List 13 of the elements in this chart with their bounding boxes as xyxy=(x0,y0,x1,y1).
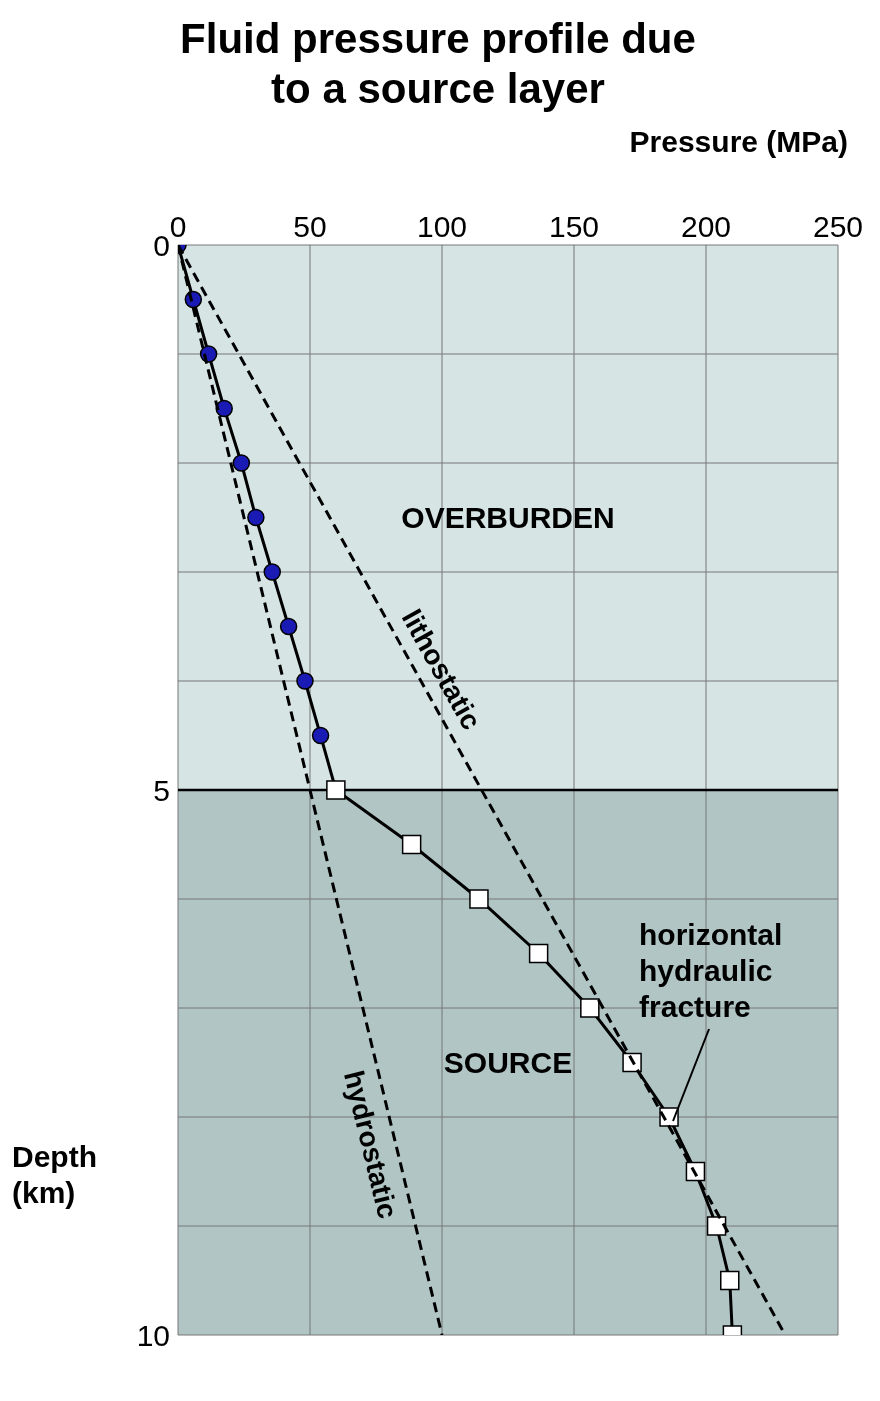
y-tick-label: 10 xyxy=(136,1318,170,1352)
x-tick-label: 250 xyxy=(812,209,864,243)
x-tick-label: 50 xyxy=(293,209,327,243)
x-axis-title: Pressure (MPa) xyxy=(629,124,848,159)
band-label: OVERBURDEN xyxy=(401,500,615,534)
x-tick-label: 150 xyxy=(548,209,600,243)
y-tick-label: 5 xyxy=(153,773,170,807)
band-label: SOURCE xyxy=(443,1045,573,1079)
annotation: horizontal hydraulic fracture xyxy=(639,916,784,1025)
y-axis-title: Depth (km) xyxy=(12,1138,98,1211)
chart-title: Fluid pressure profile due to a source layer xyxy=(179,14,697,115)
x-tick-label: 200 xyxy=(680,209,732,243)
x-tick-label: 100 xyxy=(416,209,468,243)
